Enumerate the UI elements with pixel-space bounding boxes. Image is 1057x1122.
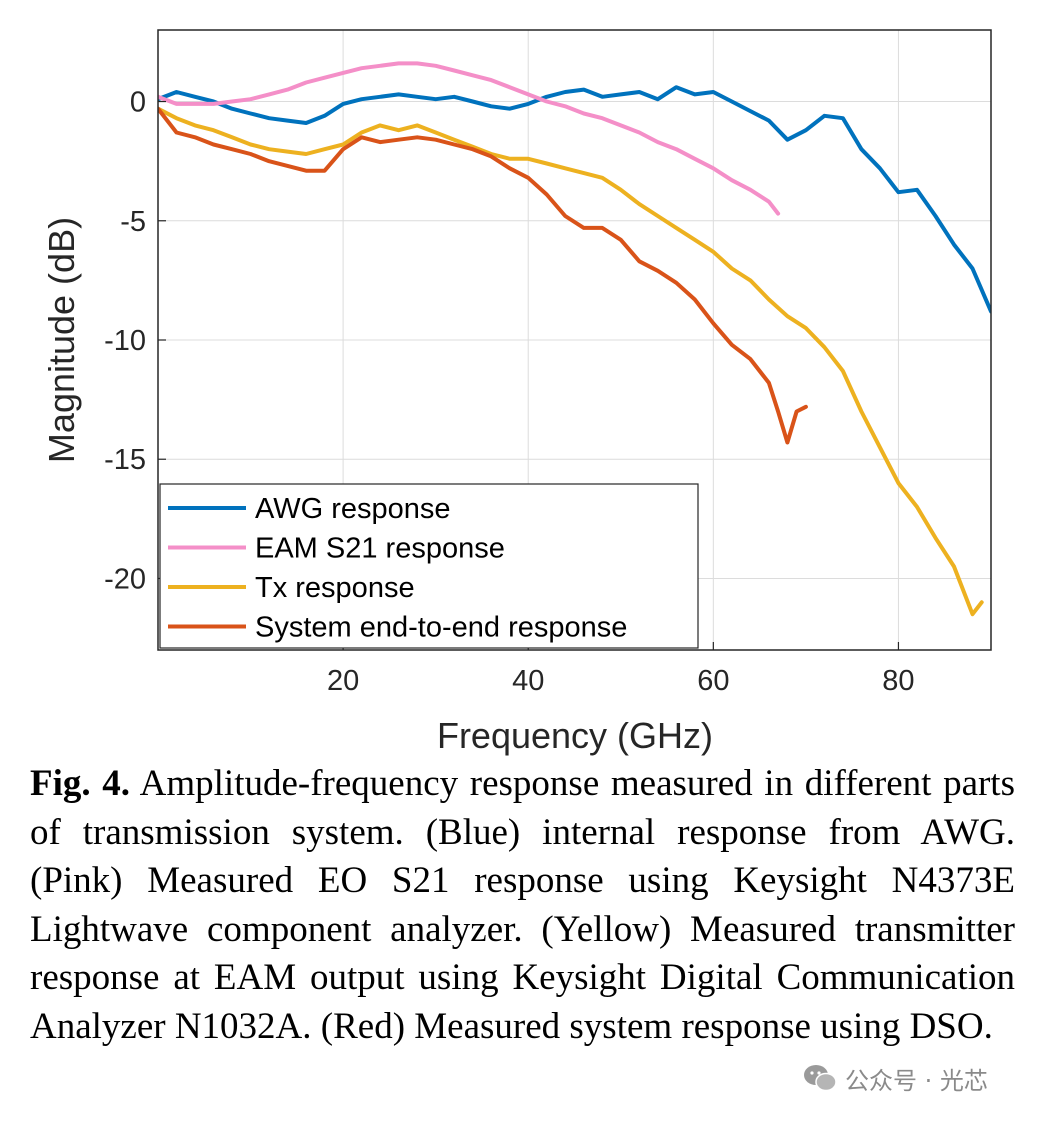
legend-entry-2: EAM S21 response bbox=[255, 533, 505, 565]
caption-text: Amplitude-frequency response measured in… bbox=[30, 763, 1015, 1047]
series-layer bbox=[158, 61, 991, 617]
watermark: 公众号 · 光芯 bbox=[803, 1058, 988, 1098]
legend-entry-1: AWG response bbox=[255, 493, 451, 525]
y-tick-label: 0 bbox=[130, 87, 146, 119]
x-tick-label: 80 bbox=[882, 665, 914, 697]
caption-label: Fig. 4. bbox=[30, 763, 131, 804]
watermark-text: 公众号 · 光芯 bbox=[845, 1066, 988, 1095]
legend-entry-3: Tx response bbox=[255, 572, 415, 604]
legend-entry-4: System end-to-end response bbox=[255, 612, 627, 644]
series-line-1 bbox=[158, 85, 991, 314]
y-tick-label: -10 bbox=[104, 325, 146, 357]
y-tick-label: -15 bbox=[104, 444, 146, 476]
x-tick-label: 40 bbox=[512, 665, 544, 697]
x-axis-label: Frequency (GHz) bbox=[437, 715, 713, 756]
series-line-2 bbox=[158, 61, 781, 216]
series-line-3 bbox=[158, 106, 984, 617]
y-axis-label: Magnitude (dB) bbox=[41, 217, 82, 463]
figure-caption: Fig. 4. Amplitude-frequency response mea… bbox=[30, 760, 1015, 1051]
response-chart: 20 40 60 80 0 -5 -10 -15 -20 Frequency (GHz) Mag… bbox=[41, 29, 992, 756]
legend-box bbox=[159, 483, 699, 649]
wechat-icon bbox=[804, 1065, 837, 1092]
x-tick-label: 60 bbox=[697, 665, 729, 697]
series-line-4 bbox=[158, 106, 808, 445]
y-tick-label: -5 bbox=[120, 206, 146, 238]
legend: AWG response EAM S21 response Tx response S… bbox=[159, 483, 699, 649]
axis-ticks: 20 40 60 80 0 -5 -10 -15 -20 bbox=[104, 87, 914, 697]
y-tick-label: -20 bbox=[104, 563, 146, 595]
x-tick-label: 20 bbox=[327, 665, 359, 697]
